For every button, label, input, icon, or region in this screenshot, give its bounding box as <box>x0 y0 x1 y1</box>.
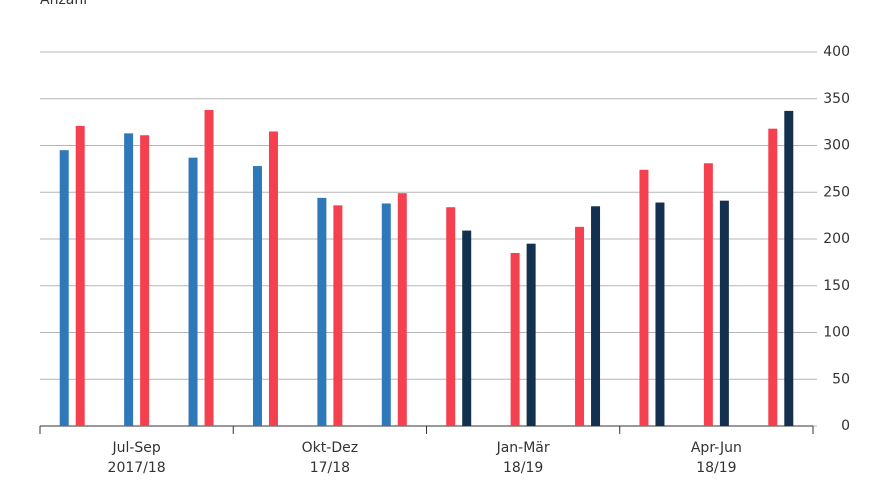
x-group-label: Jul-Sep <box>111 440 160 456</box>
bar <box>575 226 585 426</box>
bar <box>446 207 456 426</box>
y-tick-label: 200 <box>823 231 850 247</box>
y-tick-label: 100 <box>823 325 850 341</box>
bar <box>462 230 472 426</box>
bar <box>768 128 778 427</box>
bar <box>75 125 85 427</box>
bar <box>333 205 343 426</box>
bar <box>188 157 198 426</box>
bar <box>252 166 262 426</box>
y-tick-label: 50 <box>832 371 850 387</box>
x-group-label: Jan-Mär <box>496 440 550 456</box>
x-group-label: 18/19 <box>503 460 543 476</box>
bar <box>59 150 69 427</box>
x-group-label: 18/19 <box>696 460 736 476</box>
bar <box>140 135 150 426</box>
bar <box>510 253 520 426</box>
y-tick-label: 0 <box>841 418 850 434</box>
bar <box>784 110 794 426</box>
bar <box>591 206 601 426</box>
y-tick-label: 150 <box>823 278 850 294</box>
bar <box>655 202 665 426</box>
x-group-label: 2017/18 <box>108 460 166 476</box>
y-tick-label: 350 <box>823 91 850 107</box>
bar <box>317 197 327 426</box>
bar <box>381 203 391 426</box>
x-group-label: Okt-Dez <box>302 440 358 456</box>
y-tick-label: 300 <box>823 138 850 154</box>
bar <box>719 200 729 426</box>
x-group-label: 17/18 <box>310 460 350 476</box>
bar <box>268 131 278 426</box>
bar <box>204 109 214 426</box>
bar <box>124 133 134 426</box>
bar <box>639 169 649 426</box>
bar <box>526 243 536 426</box>
axis-label: Anzahl <box>40 0 87 8</box>
bar <box>703 163 713 426</box>
x-group-label: Apr-Jun <box>691 440 742 456</box>
y-tick-label: 400 <box>823 44 850 60</box>
bar <box>397 193 407 426</box>
y-tick-label: 250 <box>823 184 850 200</box>
